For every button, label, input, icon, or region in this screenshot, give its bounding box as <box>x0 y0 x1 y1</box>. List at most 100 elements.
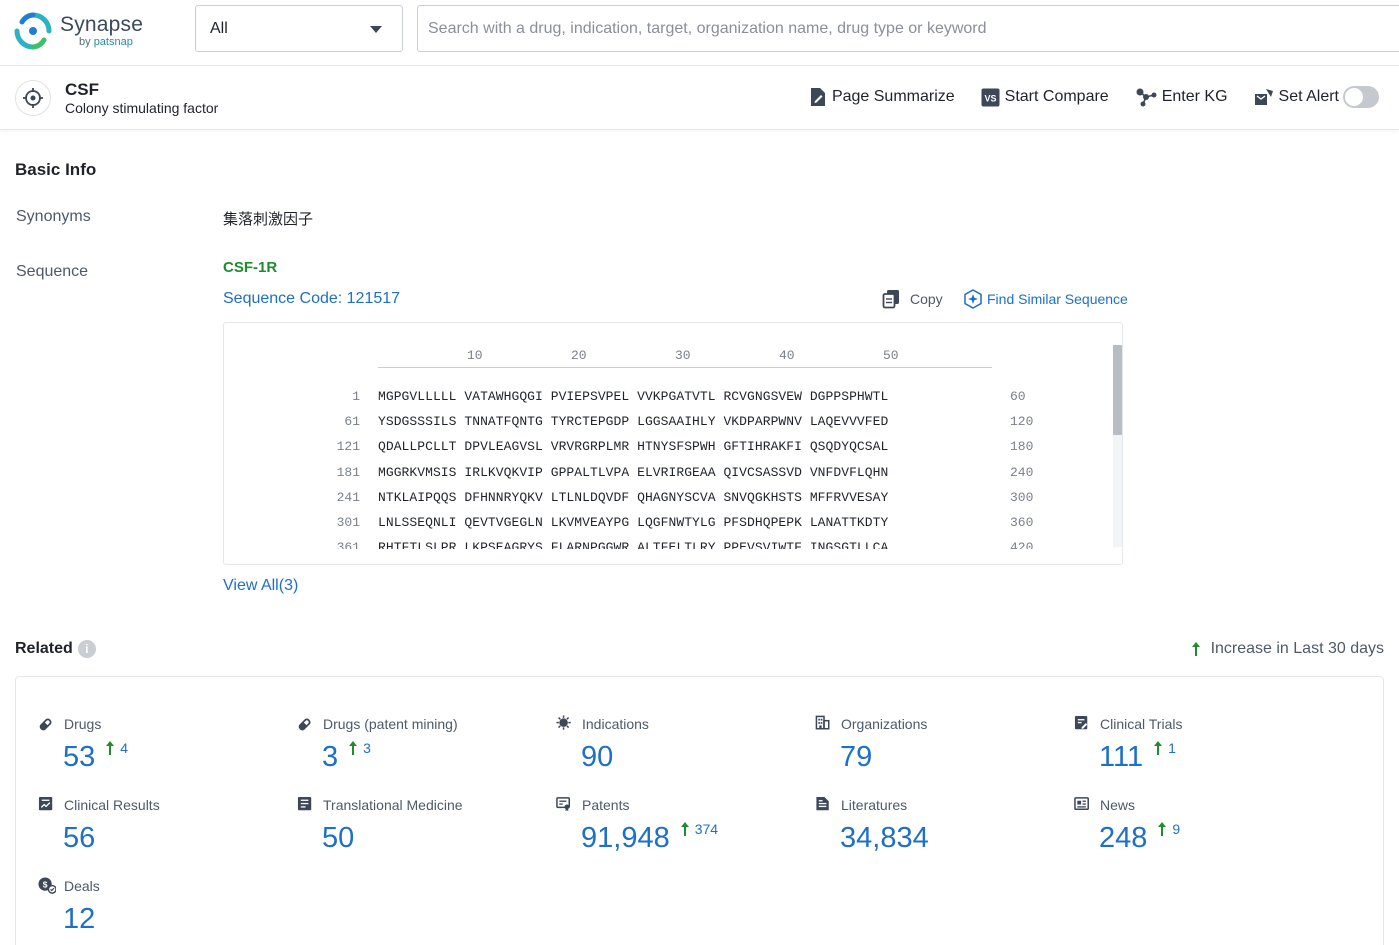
related-stat-clinical-trials[interactable]: Clinical Trials1111 <box>1074 715 1182 774</box>
find-similar-sequence-button[interactable]: Find Similar Sequence <box>963 289 1128 309</box>
related-stat-label: Drugs <box>64 716 101 732</box>
search-scope-value: All <box>210 20 228 38</box>
related-stat-value[interactable]: 91,948 <box>581 821 670 855</box>
related-stat-label: Clinical Results <box>64 797 160 813</box>
sequence-line: 1MGPGVLLLLL VATAWHGQGI PVIEPSVPEL VVKPGA… <box>224 389 1112 407</box>
building-icon <box>815 715 833 733</box>
logo-brand: patsnap <box>94 36 133 48</box>
related-stat-drugs-patent-mining[interactable]: Drugs (patent mining)33 <box>297 715 458 774</box>
related-stat-header[interactable]: Organizations <box>815 715 927 733</box>
start-compare-label: Start Compare <box>1005 88 1109 106</box>
related-stat-value[interactable]: 56 <box>63 821 95 855</box>
virus-icon <box>556 715 574 733</box>
related-stat-news[interactable]: News 248 9 <box>1074 796 1180 855</box>
related-stat-header[interactable]: Translational Medicine <box>297 796 463 814</box>
related-stat-header[interactable]: Indications <box>556 715 649 733</box>
related-stat-increase-value: 4 <box>120 740 128 756</box>
related-stat-increase-value: 9 <box>1172 821 1180 837</box>
related-stat-header[interactable]: $ Deals <box>38 877 100 895</box>
related-stat-label: Clinical Trials <box>1100 716 1182 732</box>
arrow-up-icon <box>680 821 690 837</box>
copy-sequence-button[interactable]: Copy <box>882 289 943 309</box>
related-title: Related i <box>15 640 96 658</box>
sequence-line-start: 61 <box>344 414 360 429</box>
ruler-tick: 50 <box>883 348 899 363</box>
set-alert-toggle[interactable] <box>1343 86 1379 108</box>
related-stat-value[interactable]: 111 <box>1099 740 1143 774</box>
related-stat-value[interactable]: 248 <box>1099 821 1147 855</box>
search-input[interactable] <box>417 5 1399 52</box>
related-stat-value[interactable]: 90 <box>581 740 613 774</box>
related-stat-label: Patents <box>582 797 629 813</box>
target-full-name: Colony stimulating factor <box>65 100 218 116</box>
related-stat-patents[interactable]: Patents 91,948 374 <box>556 796 718 855</box>
related-stat-value[interactable]: 79 <box>840 740 872 774</box>
ruler-tick: 10 <box>467 348 483 363</box>
info-icon[interactable]: i <box>78 640 96 658</box>
related-stat-increase: 374 <box>680 819 718 837</box>
related-stat-value[interactable]: 53 <box>63 740 95 774</box>
related-stat-value[interactable]: 3 <box>322 740 338 774</box>
svg-text:$: $ <box>43 879 48 889</box>
chart-doc-icon <box>38 796 56 814</box>
related-stat-drugs[interactable]: Drugs 53 4 <box>38 715 128 774</box>
related-stat-header[interactable]: Clinical Trials <box>1074 715 1182 733</box>
summarize-icon <box>809 87 827 107</box>
knowledge-graph-icon <box>1135 87 1157 107</box>
related-stat-clinical-results[interactable]: Clinical Results 56 <box>38 796 160 855</box>
related-stat-header[interactable]: News <box>1074 796 1180 814</box>
related-stat-value[interactable]: 34,834 <box>840 821 929 855</box>
target-icon <box>15 80 51 116</box>
synapse-logo[interactable]: Synapse by patsnap <box>14 12 143 50</box>
crosshair-icon <box>22 87 44 109</box>
related-stat-translational-medicine[interactable]: Translational Medicine 50 <box>297 796 463 855</box>
sequence-line: 301LNLSSEQNLI QEVTVGEGLN LKVMVEAYPG LQGF… <box>224 515 1112 533</box>
doc-icon <box>297 796 315 814</box>
sequence-scrollbar-thumb[interactable] <box>1113 345 1122 435</box>
sequence-viewer[interactable]: 10203040501MGPGVLLLLL VATAWHGQGI PVIEPSV… <box>223 322 1123 565</box>
enter-kg-label: Enter KG <box>1162 88 1228 106</box>
patent-icon <box>556 796 574 814</box>
related-stat-increase-value: 1 <box>1168 740 1176 756</box>
related-stat-label: Literatures <box>841 797 907 813</box>
related-stat-header[interactable]: Patents <box>556 796 718 814</box>
svg-text:VS: VS <box>984 93 996 103</box>
sequence-line-end: 60 <box>1010 389 1026 404</box>
related-stat-literatures[interactable]: Literatures 34,834 <box>815 796 929 855</box>
find-similar-label: Find Similar Sequence <box>987 291 1128 307</box>
sequence-line: 241NTKLAIPQQS DFHNNRYQKV LTLNLDQVDF QHAG… <box>224 490 1112 508</box>
ruler-tick: 40 <box>779 348 795 363</box>
synonyms-value: 集落刺激因子 <box>223 208 313 229</box>
related-stat-indications[interactable]: Indications 90 <box>556 715 649 774</box>
arrow-up-icon <box>1157 821 1167 837</box>
related-stats-panel: Drugs534Drugs (patent mining)33Indicatio… <box>15 676 1384 945</box>
related-stat-value[interactable]: 12 <box>63 902 95 936</box>
related-stat-header[interactable]: Clinical Results <box>38 796 160 814</box>
sequence-line-start: 181 <box>337 465 360 480</box>
search-scope-select[interactable]: All <box>195 5 403 52</box>
alert-icon <box>1254 88 1274 106</box>
related-stat-label: News <box>1100 797 1135 813</box>
enter-kg-button[interactable]: Enter KG <box>1135 87 1228 107</box>
related-stat-header[interactable]: Drugs <box>38 715 128 733</box>
copy-icon <box>882 289 901 309</box>
set-alert-button[interactable]: Set Alert <box>1254 86 1379 108</box>
page-summarize-button[interactable]: Page Summarize <box>809 87 955 107</box>
deal-icon: $ <box>38 877 56 895</box>
view-all-sequences-link[interactable]: View All(3) <box>223 577 298 595</box>
related-stat-header[interactable]: Literatures <box>815 796 929 814</box>
related-stat-value[interactable]: 50 <box>322 821 354 855</box>
logo-by: by <box>79 36 91 48</box>
sequence-code-link[interactable]: Sequence Code: 121517 <box>223 290 400 308</box>
pill-icon <box>297 715 315 733</box>
increase-legend: Increase in Last 30 days <box>1191 640 1384 658</box>
sequence-line: 181MGGRKVMSIS IRLKVQKVIP GPPALTLVPA ELVR… <box>224 465 1112 483</box>
related-stat-header[interactable]: Drugs (patent mining) <box>297 715 458 733</box>
related-stat-organizations[interactable]: Organizations 79 <box>815 715 927 774</box>
set-alert-label: Set Alert <box>1279 88 1339 106</box>
related-stat-deals[interactable]: $ Deals 12 <box>38 877 100 936</box>
sequence-line: 361RHTFTLSLPR LKPSEAGRYS FLARNPGGWR ALTF… <box>224 540 1112 549</box>
sequence-line-end: 420 <box>1010 540 1033 549</box>
related-stat-label: Deals <box>64 878 100 894</box>
start-compare-button[interactable]: VS Start Compare <box>981 88 1109 107</box>
